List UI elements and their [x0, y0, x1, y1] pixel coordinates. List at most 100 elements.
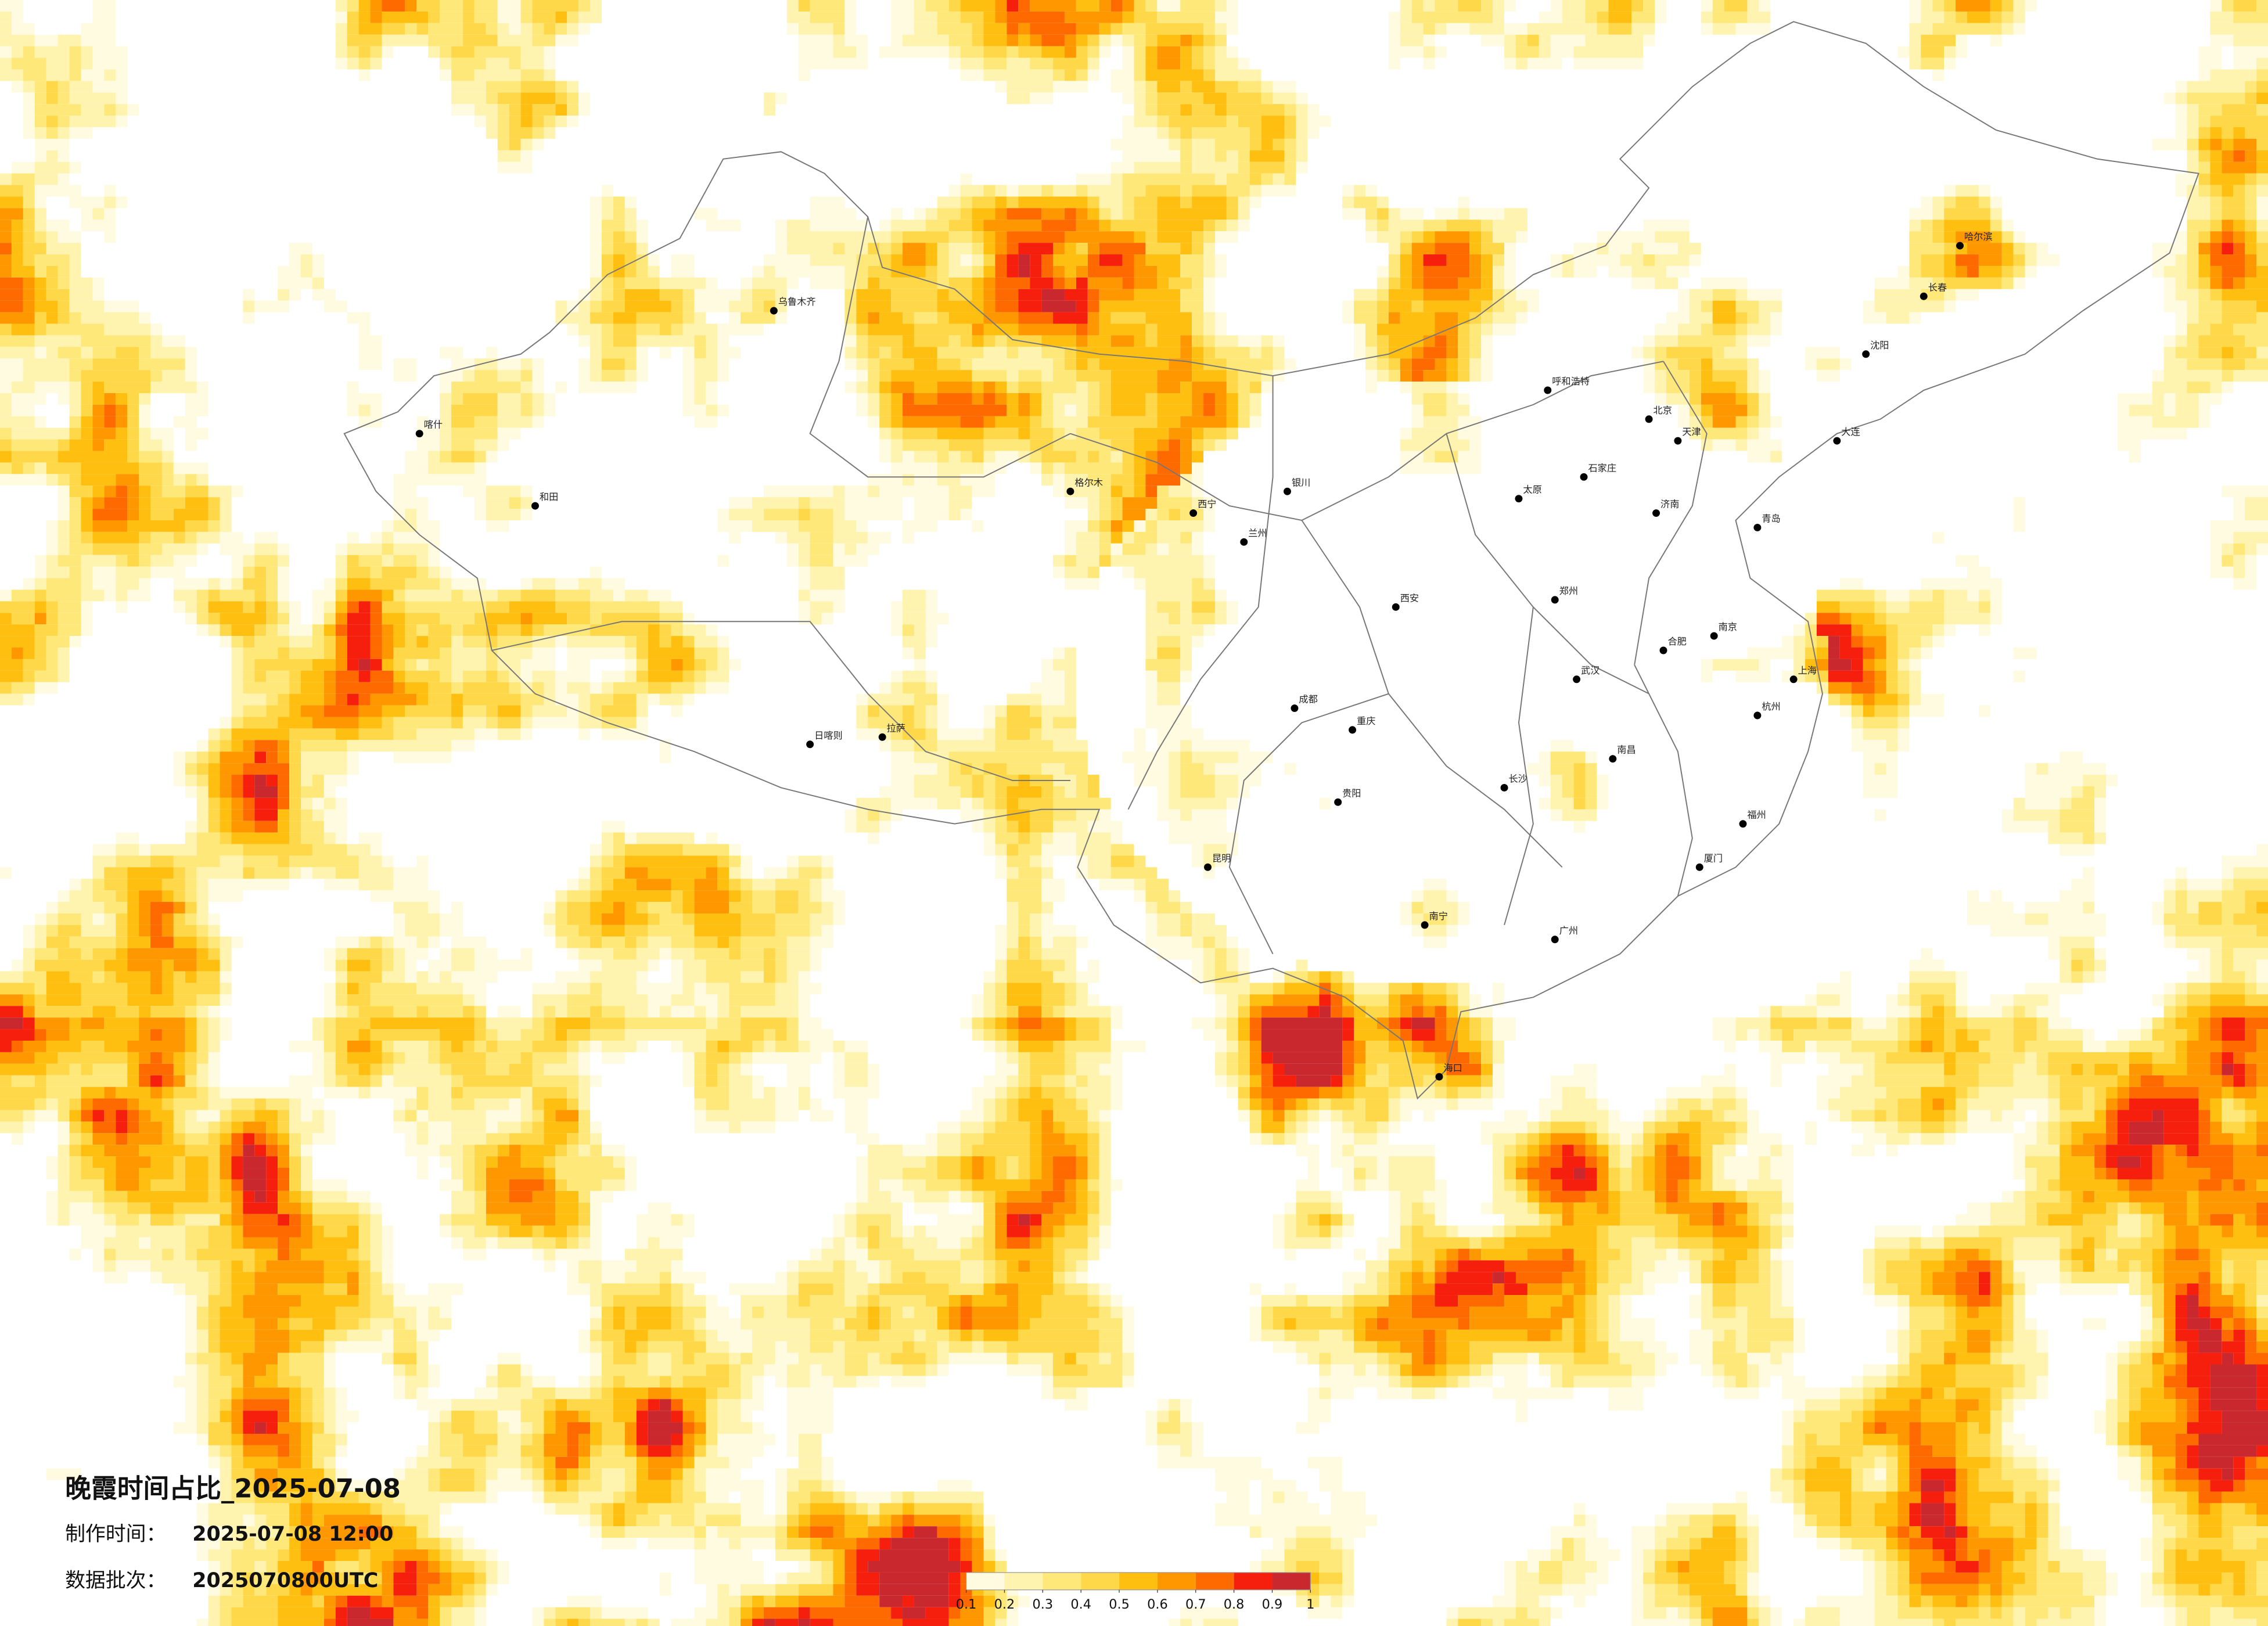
field-cell [23, 46, 35, 58]
field-cell [231, 786, 243, 798]
field-cell [416, 1121, 429, 1134]
field-cell [1238, 959, 1250, 972]
field-cell [57, 1052, 128, 1064]
field-cell [185, 427, 209, 440]
field-cell [995, 208, 1007, 220]
field-cell [278, 775, 290, 786]
field-cell [2175, 81, 2187, 93]
field-cell [347, 578, 371, 590]
field-cell [1411, 1006, 1424, 1018]
field-cell [1007, 705, 1030, 717]
field-cell [1921, 254, 1944, 266]
field-cell [1018, 427, 1030, 440]
field-cell [1458, 208, 1470, 220]
field-cell [462, 693, 521, 706]
field-cell [520, 1098, 533, 1110]
field-cell [520, 69, 544, 81]
field-cell [775, 994, 799, 1006]
field-cell [347, 983, 359, 995]
field-cell [1053, 555, 1065, 567]
field-cell [1145, 393, 1158, 405]
field-cell [81, 520, 93, 532]
field-cell [1376, 1017, 1389, 1030]
field-cell [1712, 439, 1736, 451]
field-cell [567, 983, 591, 995]
field-cell [382, 936, 394, 948]
field-cell [763, 971, 775, 983]
field-cell [220, 809, 232, 821]
field-cell [34, 323, 46, 336]
field-cell [11, 323, 35, 336]
field-cell [1018, 370, 1042, 382]
field-cell [671, 948, 695, 960]
field-cell [983, 1017, 995, 1030]
field-cell [254, 300, 290, 312]
field-cell [1956, 196, 1979, 208]
field-cell [1087, 289, 1099, 301]
field-cell [960, 185, 984, 197]
field-cell [555, 890, 567, 902]
field-cell [798, 497, 810, 509]
field-cell [520, 1156, 544, 1168]
field-cell [1007, 81, 1054, 93]
field-cell [127, 1052, 139, 1064]
field-cell [440, 1029, 475, 1041]
field-cell [1550, 1087, 1562, 1099]
field-cell [1956, 1041, 1979, 1052]
field-cell [92, 543, 139, 555]
field-cell [208, 1029, 220, 1041]
field-cell [1585, 0, 1609, 12]
field-cell [741, 1017, 787, 1030]
field-cell [844, 11, 857, 23]
field-cell [2059, 809, 2095, 821]
field-cell [2210, 208, 2222, 220]
field-cell [2094, 959, 2107, 972]
field-cell [694, 659, 706, 671]
field-cell [613, 1156, 625, 1168]
field-cell [173, 601, 185, 613]
field-cell [567, 890, 591, 902]
field-cell [416, 1156, 429, 1168]
field-cell [301, 1110, 312, 1122]
field-cell [358, 1087, 371, 1099]
field-cell [1446, 1087, 1458, 1099]
field-cell [46, 1075, 128, 1087]
field-cell [474, 1017, 486, 1030]
field-cell [81, 497, 93, 509]
field-cell [520, 728, 533, 740]
field-cell [1655, 382, 1666, 393]
field-cell [2163, 890, 2176, 902]
field-cell [1874, 277, 1910, 289]
field-cell [2129, 1098, 2199, 1110]
field-cell [57, 300, 70, 312]
field-cell [139, 485, 151, 498]
field-cell [81, 624, 93, 636]
field-cell [1539, 1121, 1551, 1134]
field-cell [1759, 1156, 1771, 1168]
field-cell [648, 636, 660, 648]
field-cell [370, 578, 405, 590]
field-cell [2013, 0, 2025, 12]
field-cell [2222, 138, 2234, 150]
field-cell [243, 312, 255, 324]
field-cell [116, 92, 128, 105]
field-cell [972, 231, 984, 243]
field-cell [139, 474, 162, 486]
field-cell [995, 300, 1019, 312]
field-cell [451, 959, 475, 972]
field-cell [358, 335, 382, 347]
field-cell [1735, 439, 1748, 451]
field-cell [92, 520, 128, 532]
field-cell [1076, 1075, 1088, 1087]
field-cell [416, 427, 440, 440]
field-cell [1180, 902, 1192, 913]
field-cell [382, 1052, 394, 1064]
field-cell [1192, 312, 1204, 324]
field-cell [405, 601, 486, 613]
field-cell [694, 347, 706, 359]
field-cell [1030, 936, 1042, 948]
field-cell [1400, 462, 1482, 474]
field-cell [833, 555, 868, 567]
field-cell [2187, 879, 2222, 891]
field-cell [972, 1006, 984, 1018]
